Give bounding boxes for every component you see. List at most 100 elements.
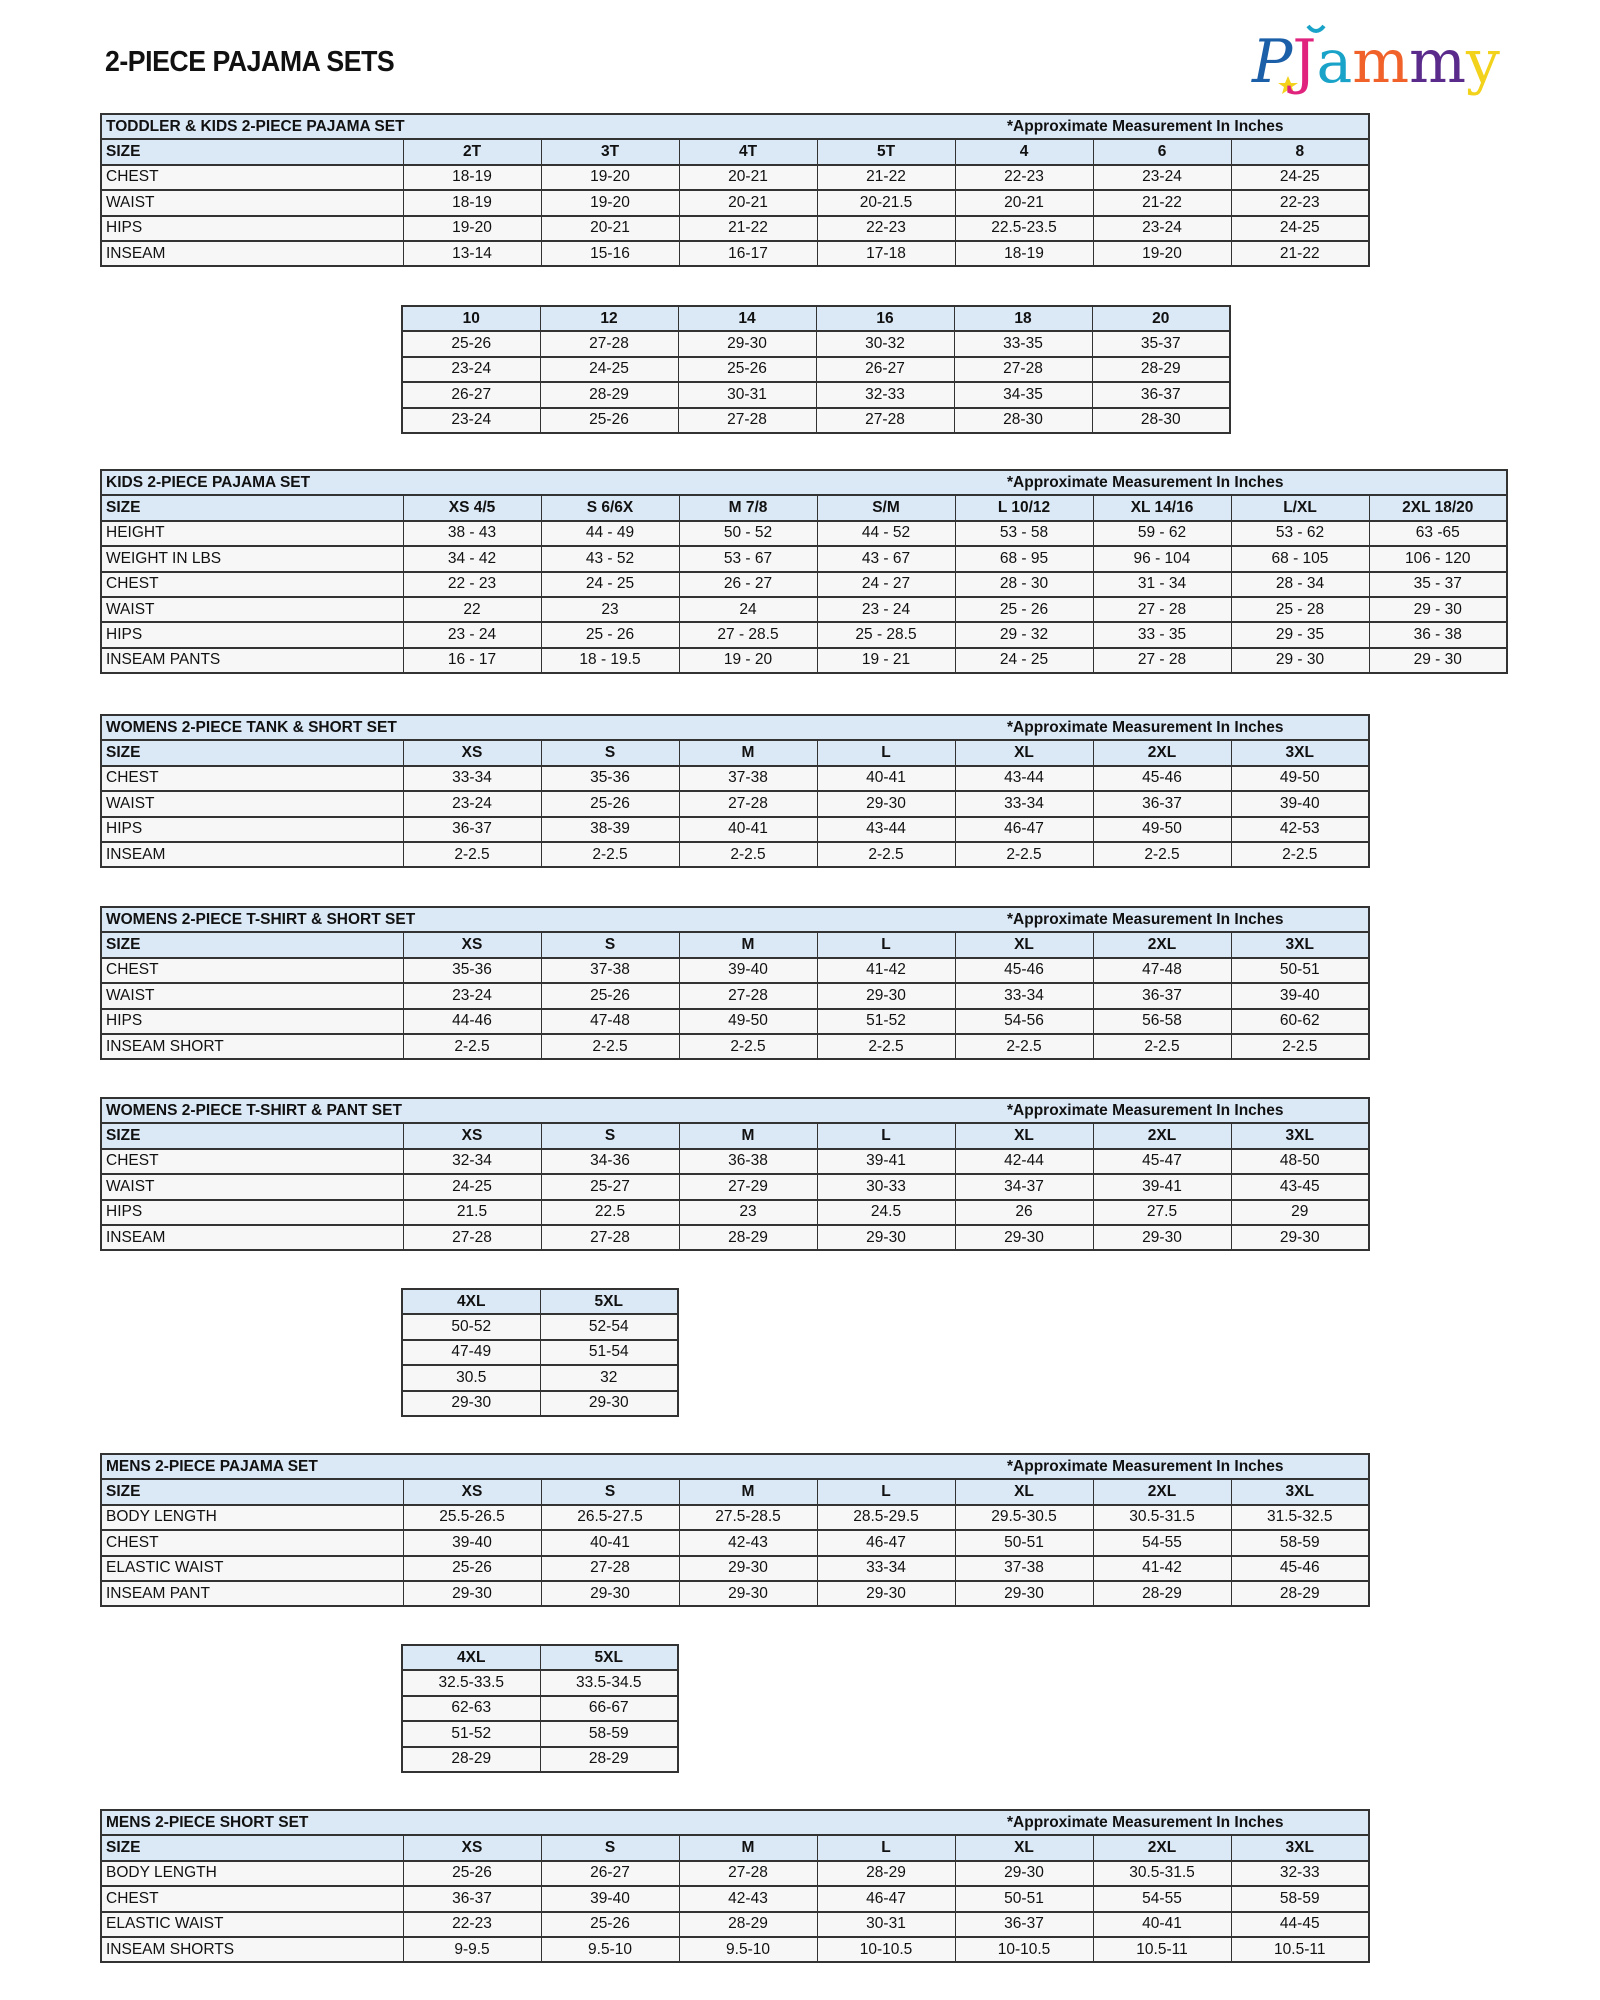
table-cell: 34-35 (953, 381, 1092, 408)
table-cell: 22-23 (402, 1910, 541, 1937)
size-header-row: SIZE XS S M L XL 2XL 3XL (100, 931, 1369, 958)
table-cell: 19-20 (1092, 239, 1231, 267)
table-cell: 51-52 (816, 1007, 955, 1034)
table-cell: 2-2.5 (1092, 840, 1231, 868)
size-header-cell: 3XL (1230, 739, 1369, 766)
table-cell: 30-32 (815, 330, 954, 357)
table-cell: 10.5-11 (1092, 1935, 1231, 1963)
size-header-cell: XS 4/5 (402, 494, 541, 521)
row-label: WAIST (100, 595, 403, 623)
size-table-continuation: 10 12 14 16 18 20 25-26 27-28 29-30 30-32 33-35 35-… (401, 305, 1231, 434)
table-cell: 10-10.5 (954, 1935, 1093, 1963)
table-cell: 25-26 (540, 982, 679, 1009)
table-cell: 32 (539, 1364, 678, 1391)
table-cell: 62-63 (401, 1694, 540, 1722)
table-cell: 37-38 (954, 1554, 1093, 1581)
table-cell: 42-44 (954, 1147, 1093, 1175)
size-header-cell: 3XL (1230, 1478, 1369, 1505)
size-header-cell: XS (402, 931, 541, 958)
table-cell: 29-30 (816, 790, 955, 817)
size-table: MENS 2-PIECE PAJAMA SET *Approximate Meas… (100, 1453, 1370, 1608)
table-cell: 29-30 (954, 1859, 1093, 1887)
table-row: INSEAM SHORTS 9-9.5 9.5-10 9.5-10 10-10.5 10-… (100, 1935, 1369, 1963)
table-cell: 22.5-23.5 (954, 214, 1093, 241)
size-table: WOMENS 2-PIECE TANK & SHORT SET *Approxim… (100, 714, 1370, 869)
table-cell: 25 - 26 (540, 621, 679, 648)
table-cell: 28-30 (953, 406, 1092, 433)
table-cell: 28-29 (539, 381, 678, 408)
table-cell: 16-17 (678, 239, 817, 267)
table-cell: 29-30 (816, 1579, 955, 1607)
table-cell: 24-25 (402, 1173, 541, 1200)
size-header-cell: M (678, 1122, 817, 1149)
table-cell: 47-48 (540, 1007, 679, 1034)
table-cell: 33 - 35 (1092, 621, 1231, 648)
table-row: WAIST 23-24 25-26 27-28 29-30 33-34 36-37 39-40 (100, 982, 1369, 1009)
table-cell: 30.5-31.5 (1092, 1503, 1231, 1531)
table-cell: 25-26 (539, 406, 678, 433)
table-cell: 29-30 (816, 1223, 955, 1251)
table-cell: 23-24 (401, 355, 540, 383)
table-cell: 27-28 (678, 1859, 817, 1887)
table-cell: 28-29 (678, 1910, 817, 1937)
table-row: HIPS 23 - 24 25 - 26 27 - 28.5 25 - 28.5 29 -… (100, 621, 1507, 648)
table-cell: 63 -65 (1368, 519, 1507, 547)
table-cell: 26.5-27.5 (540, 1503, 679, 1531)
table-cell: 35-36 (540, 764, 679, 792)
size-header-cell: M (678, 931, 817, 958)
table-cell: 33-34 (954, 790, 1093, 817)
size-header-cell: S (540, 1834, 679, 1861)
table-cell: 29 - 30 (1230, 646, 1369, 674)
table-cell: 2-2.5 (1092, 1032, 1231, 1060)
table-title: MENS 2-PIECE SHORT SET *Approximate Measu… (100, 1810, 1369, 1836)
size-header-cell: L (816, 931, 955, 958)
size-header-cell: S (540, 739, 679, 766)
row-label: INSEAM SHORT (100, 1032, 403, 1060)
table-cell: 29 - 30 (1368, 595, 1507, 623)
size-header-cell: 2XL (1092, 1834, 1231, 1861)
size-header-cell: S 6/6X (540, 494, 679, 521)
size-header-cell: 4 (954, 138, 1093, 165)
table-title-text: TODDLER & KIDS 2-PIECE PAJAMA SET (106, 117, 405, 135)
table-cell: 21-22 (816, 163, 955, 191)
table-cell: 45-46 (954, 956, 1093, 984)
table-cell: 30-33 (816, 1173, 955, 1200)
table-cell: 26-27 (401, 381, 540, 408)
table-cell: 23 - 24 (402, 621, 541, 648)
table-cell: 50-51 (954, 1885, 1093, 1912)
size-header-cell: 3XL (1230, 1834, 1369, 1861)
table-cell: 43-45 (1230, 1173, 1369, 1200)
table-cell: 27 - 28 (1092, 646, 1231, 674)
table-row: INSEAM 27-28 27-28 28-29 29-30 29-30 29-30 29-3… (100, 1223, 1369, 1251)
table-row: HIPS 44-46 47-48 49-50 51-52 54-56 56-58 60-62 (100, 1007, 1369, 1034)
table-cell: 54-56 (954, 1007, 1093, 1034)
table-cell: 45-46 (1230, 1554, 1369, 1581)
size-header-cell: S (540, 931, 679, 958)
table-cell: 2-2.5 (402, 840, 541, 868)
table-title-text: WOMENS 2-PIECE TANK & SHORT SET (106, 718, 397, 736)
table-cell: 27-28 (815, 406, 954, 433)
table-row: 62-63 66-67 (401, 1694, 678, 1722)
table-cell: 29-30 (678, 1554, 817, 1581)
table-cell: 45-46 (1092, 764, 1231, 792)
table-cell: 41-42 (816, 956, 955, 984)
table-cell: 25-26 (402, 1859, 541, 1887)
size-table-continuation: 4XL 5XL 32.5-33.5 33.5-34.5 62-63 66-67 51-52 5… (401, 1644, 679, 1773)
table-cell: 23-24 (1092, 214, 1231, 241)
table-cell: 25-26 (540, 1910, 679, 1937)
table-cell: 51-52 (401, 1720, 540, 1747)
table-row: HEIGHT 38 - 43 44 - 49 50 - 52 44 - 52 53 - 5… (100, 519, 1507, 547)
table-title: KIDS 2-PIECE PAJAMA SET *Approximate Meas… (100, 470, 1507, 496)
size-header-row: SIZE XS S M L XL 2XL 3XL (100, 1122, 1369, 1149)
table-cell: 43 - 52 (540, 545, 679, 572)
table-cell: 25 - 28.5 (816, 621, 955, 648)
table-cell: 24 - 27 (816, 570, 955, 597)
table-cell: 10-10.5 (816, 1935, 955, 1963)
table-cell: 25-26 (401, 330, 540, 357)
size-header-cell: 4T (678, 138, 817, 165)
table-cell: 33-34 (816, 1554, 955, 1581)
table-cell: 46-47 (816, 1529, 955, 1556)
table-row: WAIST 18-19 19-20 20-21 20-21.5 20-21 21-22 22-… (100, 189, 1369, 216)
table-cell: 33.5-34.5 (539, 1669, 678, 1696)
table-cell: 60-62 (1230, 1007, 1369, 1034)
